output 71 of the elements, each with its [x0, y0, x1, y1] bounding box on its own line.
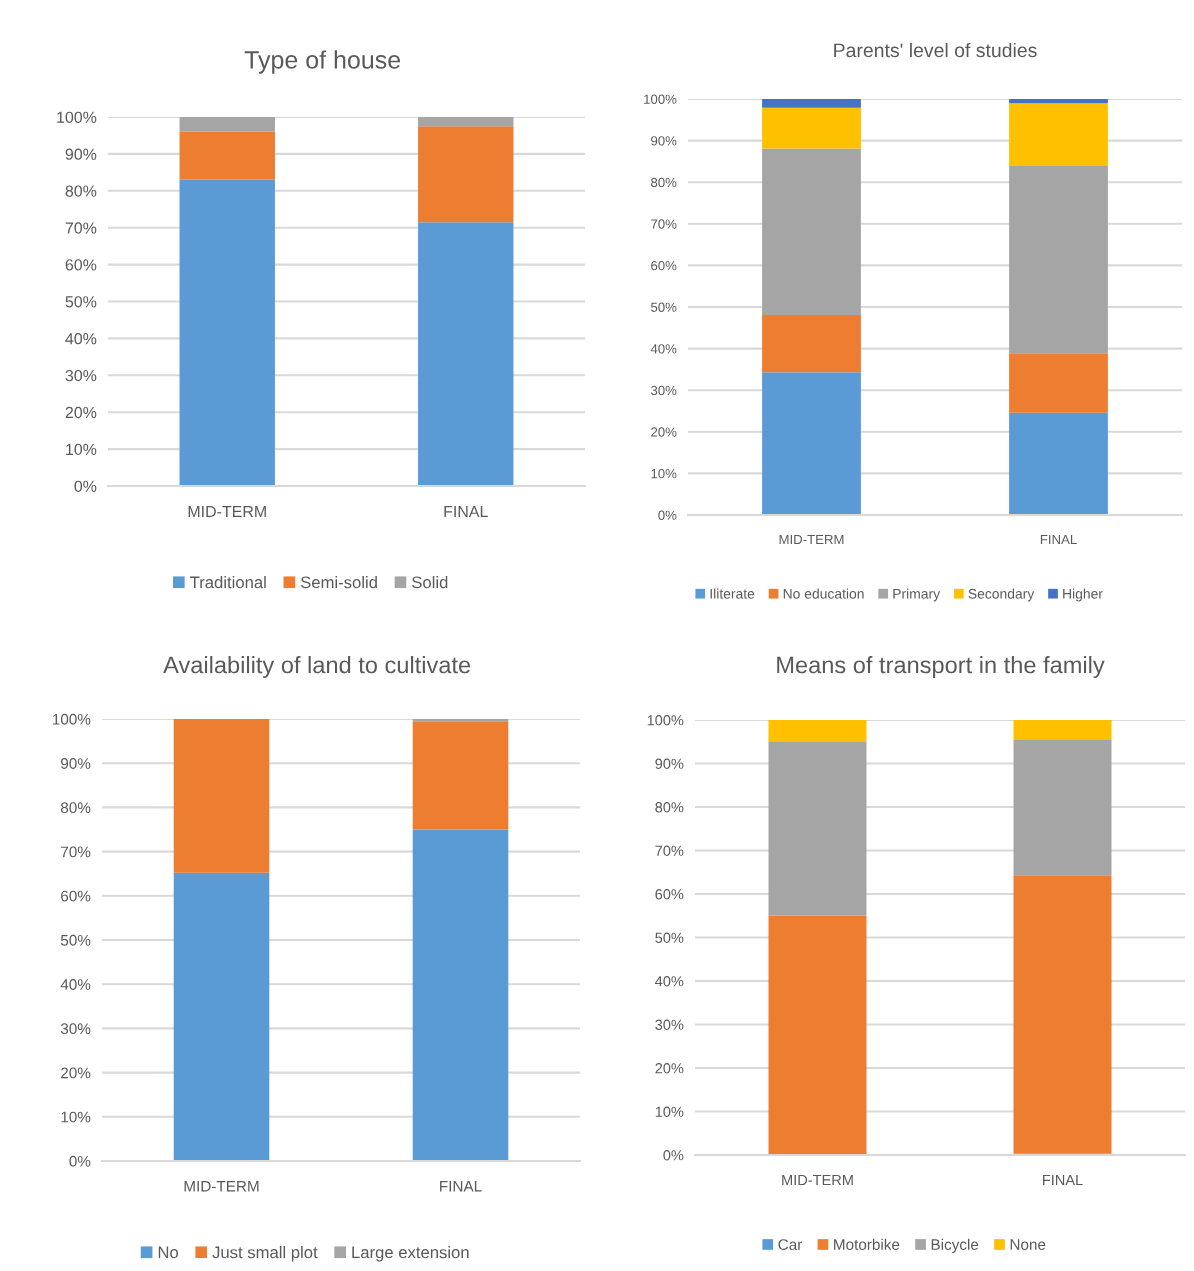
- y-tick-label: 90%: [655, 758, 684, 769]
- legend-label: No: [158, 1246, 179, 1259]
- x-tick-label: FINAL: [440, 1181, 482, 1192]
- y-tick-label: 80%: [60, 802, 91, 814]
- legend-label: Secondary: [968, 588, 1035, 602]
- legend-label: Solid: [412, 576, 448, 589]
- y-tick-label: 80%: [655, 802, 684, 813]
- x-tick-label: MID-TERM: [782, 1174, 853, 1186]
- y-tick-label: 0%: [74, 480, 97, 492]
- y-tick-label: 30%: [65, 369, 97, 382]
- y-tick-label: 30%: [650, 385, 677, 396]
- y-tick-label: 50%: [655, 932, 684, 943]
- y-tick-label: 90%: [61, 758, 91, 769]
- legend-label: Iliterate: [710, 588, 755, 599]
- legend-label: Car: [778, 1239, 803, 1250]
- y-tick-label: 30%: [60, 1023, 91, 1035]
- y-tick-label: 60%: [651, 260, 677, 271]
- y-tick-label: 70%: [655, 845, 684, 856]
- y-tick-label: 50%: [60, 934, 91, 946]
- chart-title: Parents' level of studies: [834, 42, 1037, 58]
- legend-label: Bicycle: [931, 1238, 979, 1253]
- y-tick-label: 20%: [651, 427, 677, 437]
- x-tick-label: MID-TERM: [779, 534, 844, 545]
- x-tick-label: FINAL: [1040, 534, 1077, 545]
- y-tick-label: 80%: [651, 177, 677, 188]
- x-tick-label: MID-TERM: [184, 1181, 259, 1192]
- y-tick-label: 80%: [65, 185, 97, 197]
- y-tick-label: 10%: [61, 1111, 91, 1123]
- y-tick-label: 0%: [663, 1150, 684, 1161]
- y-tick-label: 40%: [655, 976, 684, 987]
- chart-title: Type of house: [244, 50, 401, 74]
- y-tick-label: 90%: [651, 136, 677, 146]
- y-tick-label: 60%: [655, 889, 684, 900]
- legend-label: Semi-solid: [300, 576, 377, 589]
- y-tick-label: 10%: [655, 1106, 684, 1117]
- y-tick-label: 100%: [644, 94, 677, 104]
- y-tick-label: 70%: [651, 219, 677, 229]
- y-tick-label: 100%: [52, 713, 91, 725]
- legend-label: None: [1010, 1239, 1046, 1250]
- x-tick-label: FINAL: [1043, 1174, 1083, 1186]
- y-tick-label: 0%: [69, 1155, 91, 1167]
- y-tick-label: 30%: [655, 1019, 684, 1030]
- y-tick-label: 0%: [658, 510, 677, 520]
- y-tick-label: 20%: [65, 406, 97, 419]
- y-tick-label: 60%: [61, 890, 91, 902]
- legend-label: Higher: [1063, 588, 1103, 602]
- y-tick-label: 50%: [65, 296, 97, 308]
- x-tick-label: FINAL: [444, 506, 488, 518]
- legend-label: Traditional: [190, 576, 266, 589]
- y-tick-label: 40%: [65, 333, 97, 345]
- legend-label: Primary: [893, 588, 941, 602]
- y-tick-label: 20%: [655, 1063, 684, 1074]
- x-tick-label: MID-TERM: [188, 506, 266, 518]
- y-tick-label: 40%: [650, 344, 677, 354]
- legend-label: No education: [783, 588, 864, 599]
- y-tick-label: 90%: [65, 148, 97, 160]
- chart-title: Means of transport in the family: [777, 655, 1105, 679]
- y-tick-label: 50%: [651, 302, 677, 312]
- y-tick-label: 60%: [65, 259, 97, 271]
- y-tick-label: 10%: [66, 443, 97, 456]
- legend-label: Motorbike: [834, 1238, 900, 1250]
- y-tick-label: 20%: [61, 1067, 91, 1079]
- y-tick-label: 100%: [647, 715, 684, 726]
- legend-label: Just small plot: [212, 1246, 318, 1262]
- chart-title: Availability of land to cultivate: [163, 655, 471, 679]
- y-tick-label: 10%: [651, 468, 677, 479]
- legend-label: Large extension: [352, 1246, 469, 1262]
- y-tick-label: 70%: [61, 846, 91, 858]
- y-tick-label: 100%: [57, 111, 97, 123]
- y-tick-label: 40%: [60, 979, 91, 990]
- y-tick-label: 70%: [65, 222, 97, 234]
